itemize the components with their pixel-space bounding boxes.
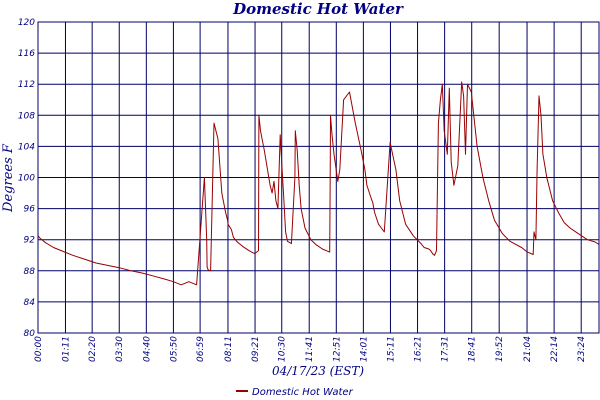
x-axis-label: 04/17/23 (EST) — [272, 364, 364, 378]
y-tick-label: 108 — [18, 111, 35, 121]
y-tick-labels: 80 84 88 92 96 100 104 108 112 116 120 — [18, 18, 35, 339]
x-tick-labels: 00:00 01:11 02:20 03:30 04:40 05:50 06:59 08:11… — [34, 336, 587, 362]
x-tick-label: 05:50 — [169, 336, 179, 362]
x-tick-label: 04:40 — [142, 336, 152, 362]
x-tick-label: 11:41 — [305, 336, 315, 362]
y-tick-label: 92 — [24, 236, 36, 246]
plot-frame — [37, 21, 600, 334]
x-tick-label: 06:59 — [196, 336, 206, 362]
x-tick-label: 14:01 — [359, 336, 369, 362]
x-tick-label: 16:21 — [414, 336, 424, 362]
legend-label: Domestic Hot Water — [252, 387, 354, 398]
x-tick-label: 15:11 — [386, 336, 396, 362]
x-tick-label: 18:41 — [468, 336, 478, 362]
x-tick-label: 02:20 — [88, 336, 98, 362]
x-tick-label: 21:04 — [523, 336, 533, 362]
x-tick-label: 01:11 — [61, 336, 71, 362]
x-tick-label: 12:51 — [332, 336, 342, 362]
x-tick-label: 23:24 — [577, 336, 587, 362]
y-tick-label: 120 — [18, 18, 35, 28]
grid — [37, 21, 599, 334]
y-tick-label: 84 — [24, 298, 36, 308]
y-tick-label: 88 — [24, 267, 36, 277]
y-tick-label: 80 — [24, 329, 36, 339]
series-layer — [37, 81, 600, 286]
x-tick-label: 09:21 — [251, 336, 261, 362]
y-tick-label: 112 — [18, 80, 35, 90]
x-tick-label: 19:52 — [495, 336, 505, 362]
x-tick-label: 08:11 — [224, 336, 234, 362]
y-tick-label: 104 — [18, 142, 35, 152]
legend: Domestic Hot Water — [236, 387, 354, 398]
chart-title: Domestic Hot Water — [232, 0, 404, 18]
y-tick-label: 116 — [18, 49, 35, 59]
x-tick-label: 17:31 — [441, 336, 451, 362]
y-axis-label: Degrees F — [1, 143, 16, 213]
series-line-domestic-hot-water — [37, 81, 600, 286]
y-tick-label: 100 — [18, 174, 35, 184]
x-tick-label: 10:30 — [278, 336, 288, 362]
x-tick-label: 00:00 — [34, 336, 44, 362]
y-tick-label: 96 — [24, 205, 36, 215]
x-tick-label: 03:30 — [115, 336, 125, 362]
x-tick-label: 22:14 — [550, 336, 560, 362]
